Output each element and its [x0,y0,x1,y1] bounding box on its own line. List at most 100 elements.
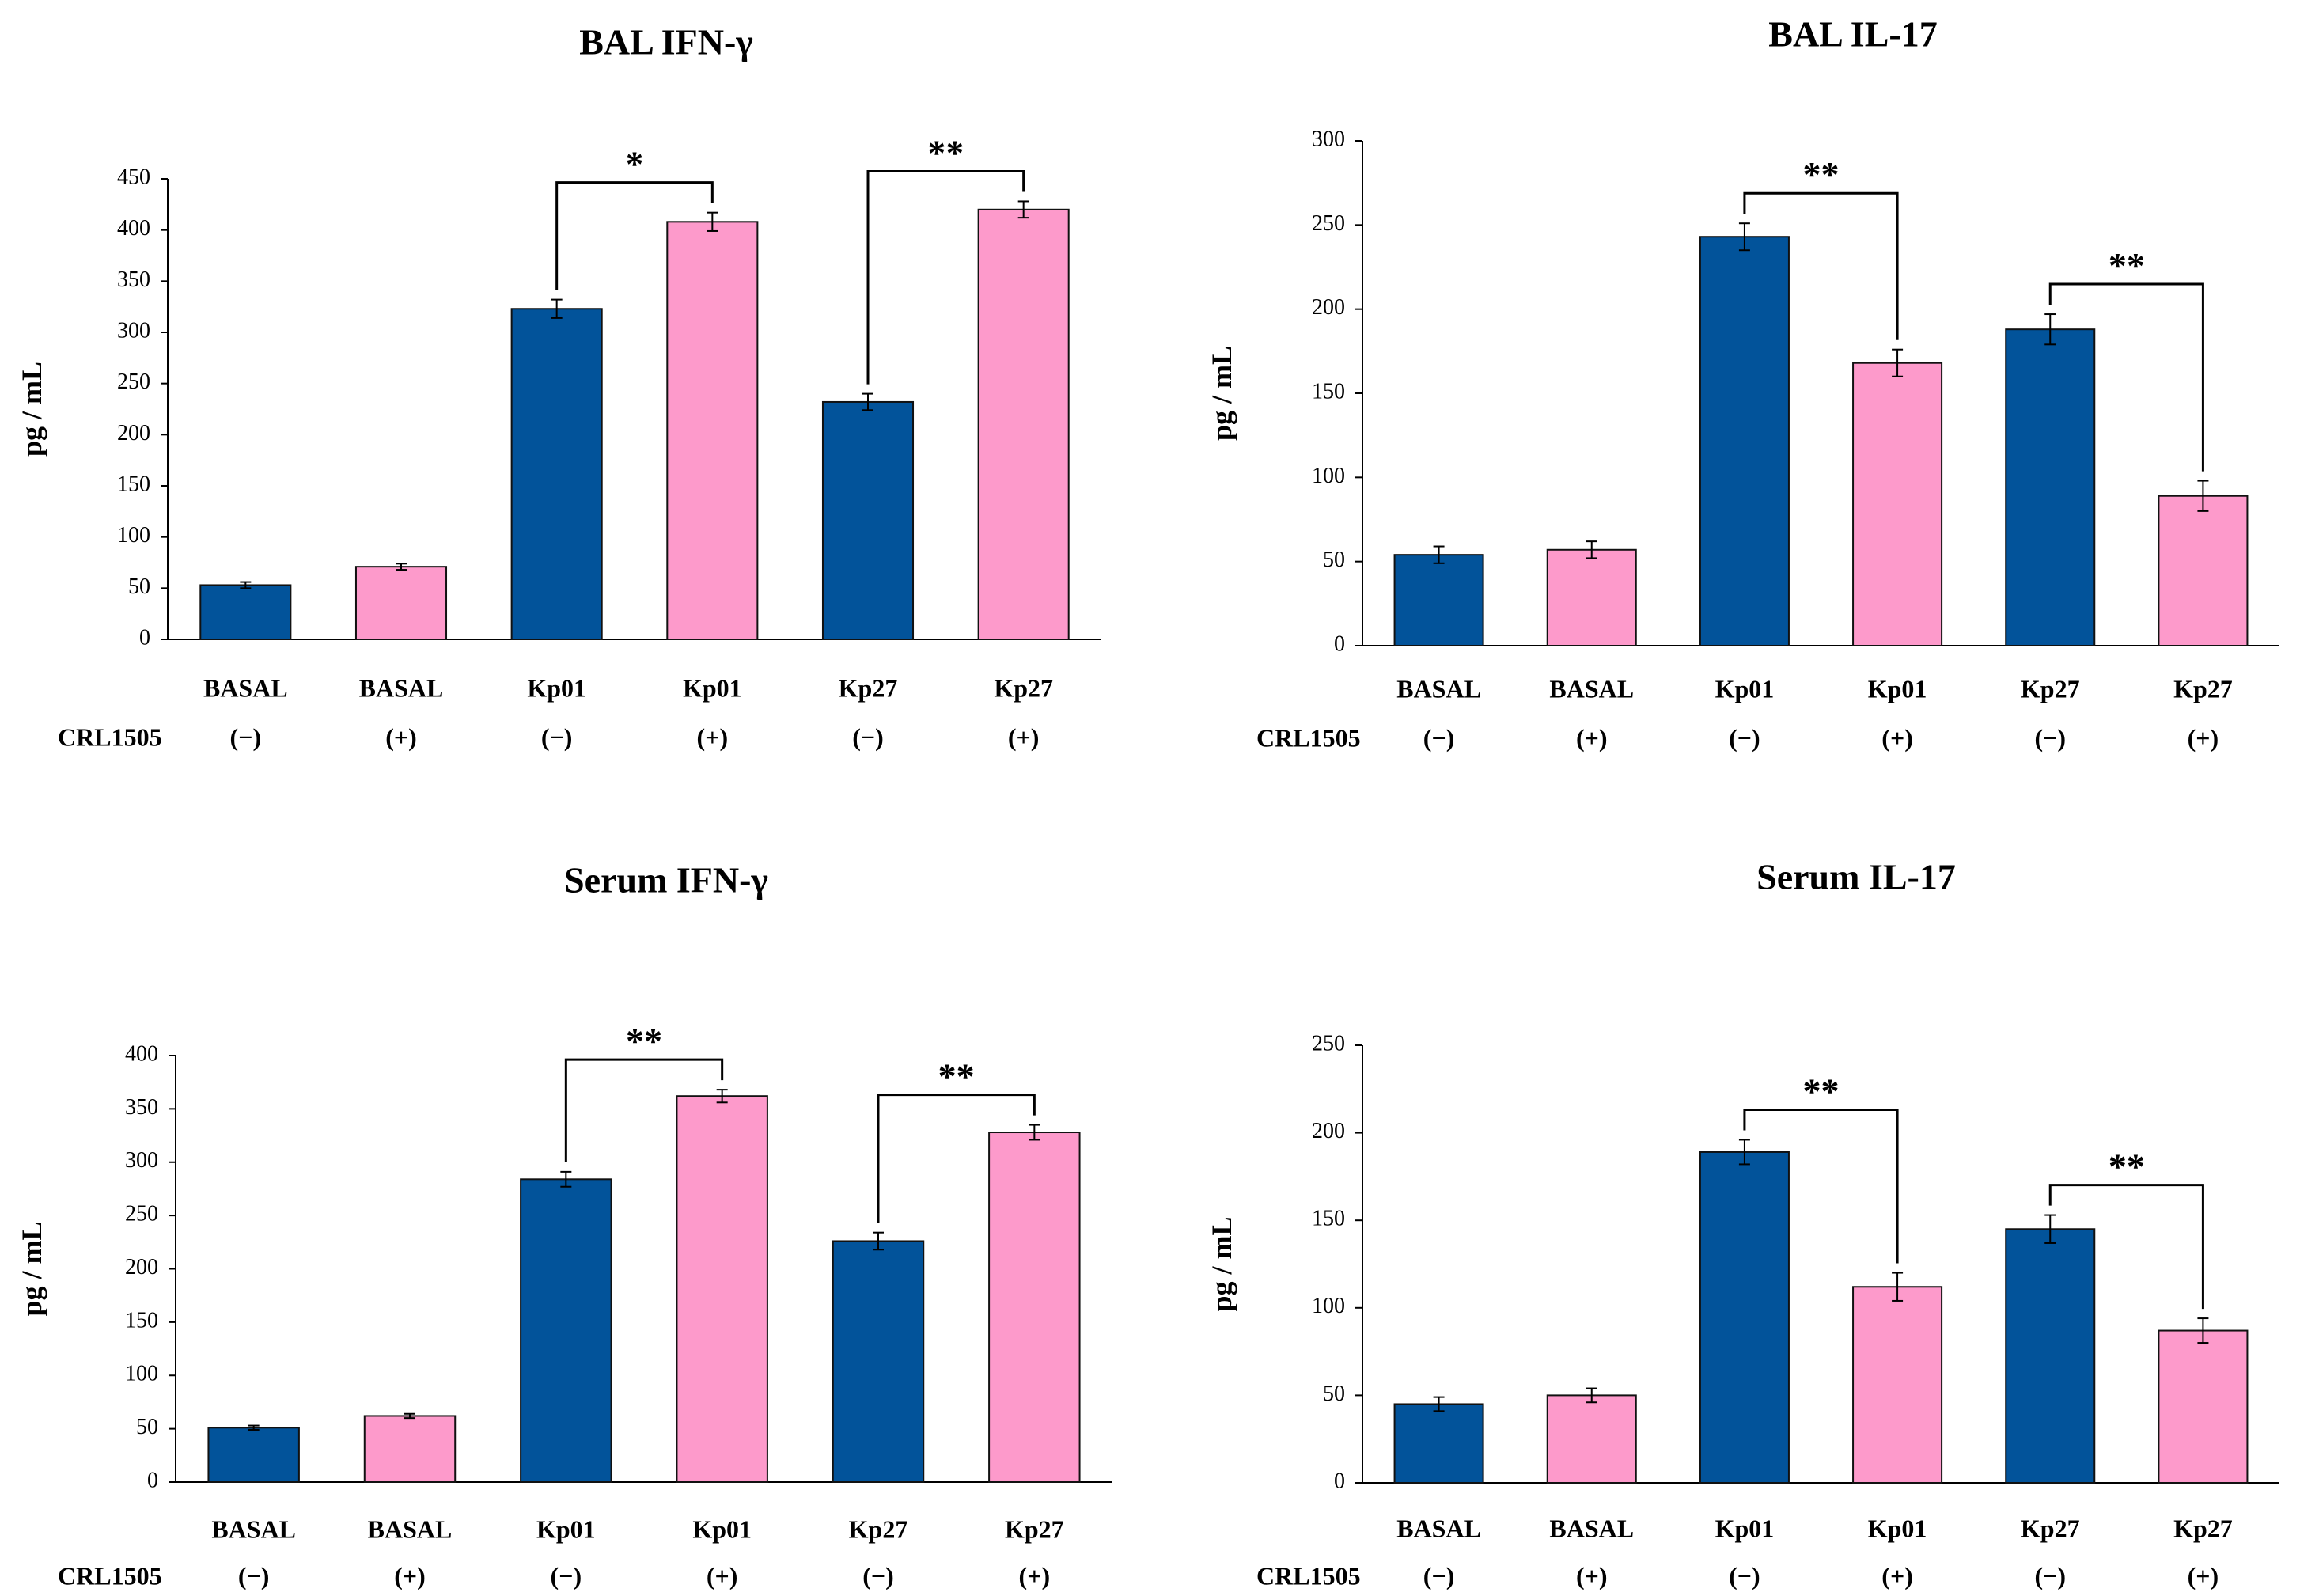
treatment-label: (−) [2034,1561,2066,1590]
treatment-label: (+) [707,1561,738,1590]
y-tick-label: 150 [1312,379,1345,404]
treatment-label: (+) [1881,1561,1913,1590]
category-label: Kp01 [692,1514,752,1543]
category-label: BASAL [1396,1514,1481,1542]
chart-title: BAL IL-17 [1768,14,1937,55]
category-label: Kp27 [1005,1514,1064,1543]
treatment-label: (−) [862,1561,894,1590]
y-tick-label: 50 [136,1415,158,1439]
bar-4 [676,1095,768,1483]
y-axis-label: pg / mL [16,362,47,457]
bar-5 [832,1240,925,1483]
significance-label: ** [927,132,964,172]
bar-1 [1393,1403,1484,1484]
chart-title: BAL IFN-γ [579,22,753,63]
chart-panel-4: Serum IL-17 pg / mL 0 50 100 150 200 250 BASAL (−… [1206,857,2279,1590]
y-axis-label: pg / mL [16,1221,47,1316]
category-label: BASAL [1396,674,1481,703]
category-label: BASAL [359,673,444,702]
y-tick-label: 200 [117,421,150,445]
treatment-label: (+) [1008,722,1040,751]
y-tick-label: 50 [128,574,150,599]
treatment-row-label: CRL1505 [1256,1561,1361,1590]
category-label: Kp27 [2173,1514,2233,1542]
treatment-label: (+) [2188,1561,2219,1590]
bar-6 [977,208,1070,640]
treatment-label: (−) [1423,723,1455,752]
y-tick-label: 250 [1312,211,1345,236]
treatment-label: (−) [1423,1561,1455,1590]
y-tick-label: 50 [1323,548,1345,572]
significance-bracket [2048,282,2204,472]
bar-1 [207,1427,300,1483]
category-label: Kp01 [1715,1514,1775,1542]
category-label: Kp01 [536,1514,596,1543]
treatment-label: (−) [541,722,573,751]
y-tick-label: 100 [117,523,150,548]
y-tick-label: 150 [1312,1207,1345,1231]
treatment-label: (+) [385,722,417,751]
chart-panel-2: BAL IL-17 pg / mL 0 50 100 150 200 250 300 BASAL (… [1206,14,2279,752]
treatment-label: (+) [394,1561,426,1590]
bar-5 [2005,1228,2096,1484]
significance-bracket [2048,1184,2204,1310]
treatment-label: (−) [238,1561,270,1590]
y-tick-label: 450 [117,165,150,189]
category-label: Kp27 [2173,674,2233,703]
treatment-label: (+) [2188,723,2219,752]
bar-3 [1699,1151,1790,1484]
category-label: Kp01 [1868,1514,1927,1542]
significance-bracket [1743,191,1899,340]
y-tick-label: 0 [1334,1469,1345,1493]
category-label: Kp27 [839,673,898,702]
y-tick-label: 400 [125,1041,158,1066]
bar-3 [520,1178,612,1484]
treatment-label: (−) [1729,723,1760,752]
y-tick-label: 100 [125,1362,158,1386]
bar-2 [1546,548,1637,647]
significance-bracket [555,181,714,290]
y-tick-label: 300 [117,318,150,343]
category-label: Kp27 [2021,1514,2080,1542]
treatment-row-label: CRL1505 [58,1561,162,1590]
y-tick-label: 200 [1312,1119,1345,1143]
bar-6 [2158,495,2249,647]
treatment-label: (−) [230,722,262,751]
treatment-label: (−) [1729,1561,1760,1590]
significance-bracket [1743,1108,1899,1264]
bar-2 [1546,1394,1637,1484]
chart-title: Serum IFN-γ [564,860,768,900]
significance-label: ** [2109,245,2145,286]
bar-4 [1852,1286,1943,1484]
treatment-label: (+) [1576,1561,1608,1590]
bar-3 [510,308,603,640]
treatment-row-label: CRL1505 [58,722,162,751]
treatment-label: (−) [2034,723,2066,752]
significance-bracket [866,169,1025,385]
bar-1 [1393,554,1484,646]
y-tick-label: 350 [117,267,150,292]
category-label: Kp27 [849,1514,908,1543]
category-label: Kp27 [2021,674,2080,703]
y-axis-label: pg / mL [1206,346,1237,441]
significance-bracket [877,1094,1036,1223]
bar-5 [821,400,915,640]
y-tick-label: 200 [125,1255,158,1279]
y-tick-label: 350 [125,1095,158,1120]
y-tick-label: 250 [125,1202,158,1226]
chart-panel-1: BAL IFN-γ pg / mL 0 50 100 150 200 250 300 350 400… [16,22,1101,751]
bar-1 [199,584,292,640]
y-tick-label: 300 [125,1148,158,1173]
category-label: BASAL [1549,1514,1634,1542]
category-label: BASAL [368,1514,453,1543]
y-tick-label: 150 [117,472,150,496]
treatment-label: (+) [697,722,729,751]
category-label: Kp01 [1715,674,1775,703]
significance-bracket [564,1058,724,1162]
y-tick-label: 250 [1312,1031,1345,1056]
y-tick-label: 0 [1334,631,1345,656]
y-axis-label: pg / mL [1206,1216,1237,1311]
significance-label: ** [2109,1147,2145,1187]
